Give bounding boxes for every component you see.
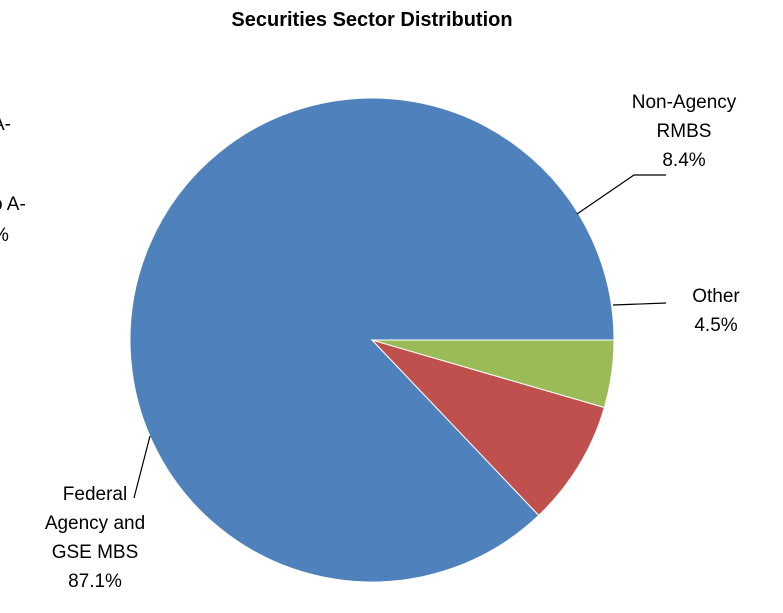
slice-label: Federal Agency and GSE MBS 87.1% <box>45 484 145 592</box>
slice-label-line: Other <box>692 286 740 307</box>
leader-line <box>133 435 151 499</box>
leader-lines <box>133 174 667 499</box>
slice-value-label: 87.1% <box>68 571 122 592</box>
clipped-label-line: % <box>0 225 9 246</box>
slice-label-line: GSE MBS <box>52 542 139 563</box>
pie-slices <box>129 97 615 583</box>
leader-line <box>612 302 667 306</box>
chart-title: Securities Sector Distribution <box>231 9 512 31</box>
leader-line <box>576 174 666 215</box>
slice-value-label: 8.4% <box>662 150 705 171</box>
clipped-label: o A-% <box>0 194 26 246</box>
clipped-labels: A-o A-% <box>0 114 26 246</box>
slice-value-label: 4.5% <box>694 315 737 336</box>
slice-label: Non-Agency RMBS 8.4% <box>632 92 737 171</box>
slice-label-line: RMBS <box>657 121 712 142</box>
pie-slice <box>370 339 606 517</box>
clipped-label-line: A- <box>0 114 11 135</box>
slice-label: Other 4.5% <box>692 286 740 336</box>
slice-label-line: Federal <box>63 484 127 505</box>
slice-labels: Federal Agency and GSE MBS 87.1% Non-Agency R… <box>45 92 741 592</box>
pie-slice <box>371 339 615 409</box>
clipped-label-line: o A- <box>0 194 26 215</box>
clipped-label: A- <box>0 114 11 135</box>
slice-label-line: Non-Agency <box>632 92 737 113</box>
slice-label-line: Agency and <box>45 513 145 534</box>
